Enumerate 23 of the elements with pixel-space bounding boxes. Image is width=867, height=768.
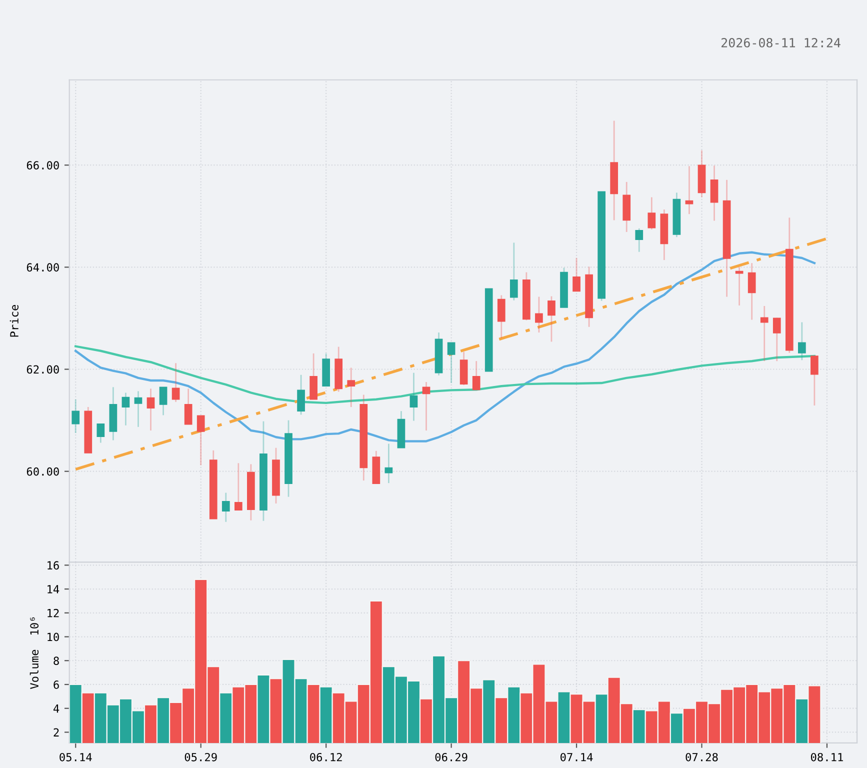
y-axis-title: Volume 10⁶ bbox=[30, 617, 39, 690]
y-tick-label: 2 bbox=[54, 728, 59, 736]
y-tick-label: 16 bbox=[48, 561, 59, 570]
x-tick-label: 07.28 bbox=[686, 752, 718, 762]
y-tick-label: 6 bbox=[54, 680, 59, 689]
y-tick-label: 66.00 bbox=[26, 161, 59, 170]
x-tick-label: 06.29 bbox=[435, 752, 468, 762]
y-tick-label: 14 bbox=[48, 585, 60, 594]
y-tick-label: 64.00 bbox=[26, 263, 59, 272]
y-tick-label: 10 bbox=[48, 632, 59, 642]
line-series bbox=[74, 251, 816, 442]
y-tick-label: 8 bbox=[54, 656, 59, 666]
x-tick-label: 08.11 bbox=[810, 752, 843, 762]
y-tick-label: 62.00 bbox=[26, 365, 59, 374]
y-axis-title: Price bbox=[10, 304, 18, 337]
text: 2026-08-11 12:24 bbox=[722, 38, 840, 48]
x-tick-label: 05.29 bbox=[184, 752, 217, 762]
x-tick-label: 06.12 bbox=[310, 752, 342, 762]
y-tick-label: 60.00 bbox=[26, 467, 59, 476]
x-tick-label: 07.14 bbox=[560, 752, 593, 762]
y-tick-label: 4 bbox=[54, 704, 60, 713]
y-tick-label: 12 bbox=[48, 608, 59, 618]
x-tick-label: 05.14 bbox=[60, 752, 92, 762]
